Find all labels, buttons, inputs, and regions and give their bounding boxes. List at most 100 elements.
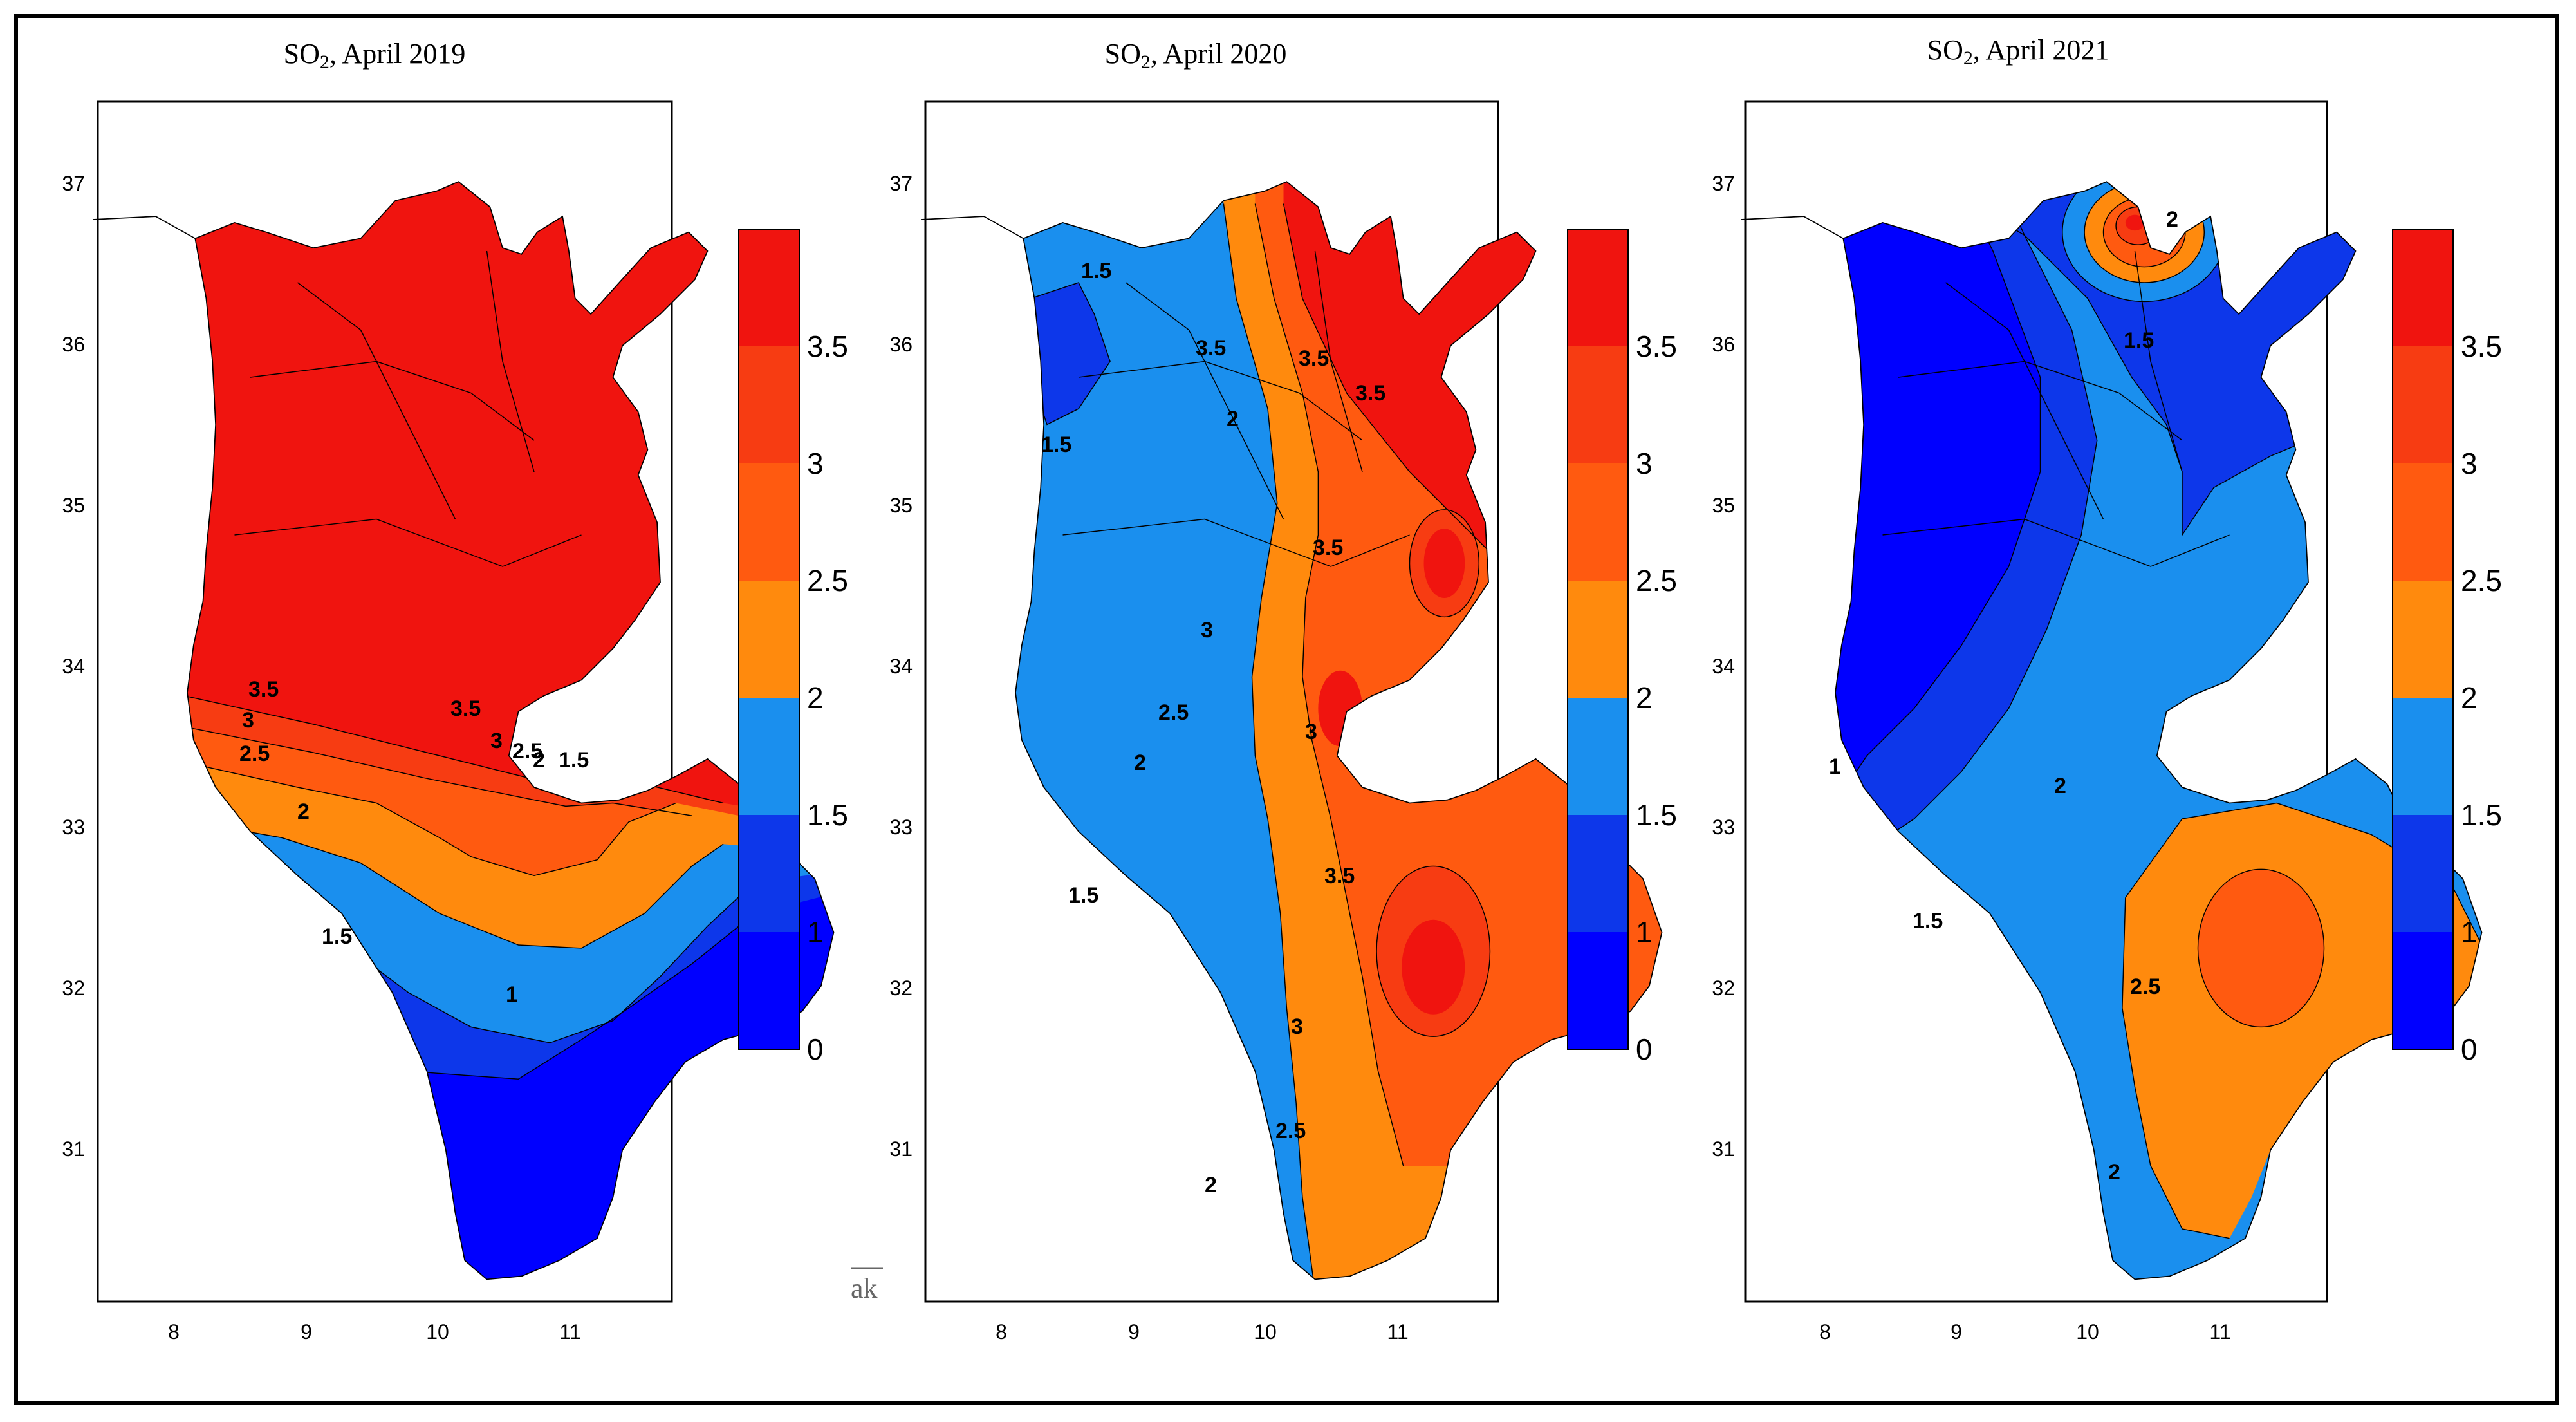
colorbar-label: 0 xyxy=(2461,1033,2478,1066)
colorbar-label: 2.5 xyxy=(1636,564,1677,597)
colorbar-label: 3 xyxy=(1636,447,1653,480)
x-axis-ticks: 8 9 10 11 xyxy=(168,1320,581,1343)
contour-label: 3 xyxy=(1201,618,1213,642)
x-tick-label: 8 xyxy=(996,1320,1007,1343)
contour-label: 3 xyxy=(1305,720,1317,744)
y-axis-ticks: 37 36 35 34 33 32 31 xyxy=(889,172,913,1161)
y-tick-label: 37 xyxy=(1712,172,1735,195)
contour-label: 1.5 xyxy=(1081,259,1111,283)
contour-label: 3.5 xyxy=(1196,336,1226,360)
y-tick-label: 34 xyxy=(889,655,913,678)
x-tick-label: 10 xyxy=(426,1320,449,1343)
contour-label: 1.5 xyxy=(1068,883,1098,908)
y-tick-label: 32 xyxy=(62,977,85,1000)
contour-label: 2.5 xyxy=(2130,975,2160,999)
contour-label: 2 xyxy=(533,748,545,772)
colorbar-2021: 0 1 1.5 2 2.5 3 3.5 xyxy=(2392,229,2502,1066)
y-tick-label: 32 xyxy=(889,977,913,1000)
y-tick-label: 35 xyxy=(1712,494,1735,517)
contour-label: 2 xyxy=(2054,774,2066,798)
x-tick-label: 9 xyxy=(1128,1320,1140,1343)
x-tick-label: 11 xyxy=(1387,1320,1408,1343)
colorbar-label: 3.5 xyxy=(2461,330,2502,363)
y-tick-label: 36 xyxy=(1712,333,1735,356)
x-tick-label: 9 xyxy=(1951,1320,1962,1343)
colorbar-label: 3 xyxy=(2461,447,2478,480)
contour-label: 3 xyxy=(242,708,254,733)
x-tick-label: 11 xyxy=(2209,1320,2230,1343)
contour-label: 2 xyxy=(297,800,310,824)
colorbar-label: 0 xyxy=(807,1033,824,1066)
contour-label: 1.5 xyxy=(322,924,352,949)
x-tick-label: 9 xyxy=(301,1320,312,1343)
y-tick-label: 35 xyxy=(62,494,85,517)
map-plot-frame xyxy=(97,100,673,1303)
contour-label: 3.5 xyxy=(450,697,481,721)
colorbar-2020: 0 1 1.5 2 2.5 3 3.5 xyxy=(1567,229,1677,1066)
colorbar-label: 3 xyxy=(807,447,824,480)
watermark-text: ak xyxy=(851,1273,878,1304)
y-axis-ticks: 37 36 35 34 33 32 31 xyxy=(1712,172,1735,1161)
y-tick-label: 32 xyxy=(1712,977,1735,1000)
colorbar-label: 0 xyxy=(1636,1033,1653,1066)
contour-label: 3.5 xyxy=(1313,536,1343,560)
y-tick-label: 33 xyxy=(1712,816,1735,839)
contour-label: 1.5 xyxy=(559,748,589,772)
contour-label: 2.5 xyxy=(1158,700,1189,725)
x-axis-ticks: 8 9 10 11 xyxy=(996,1320,1409,1343)
y-tick-label: 36 xyxy=(62,333,85,356)
map-plot-frame xyxy=(924,100,1499,1303)
x-tick-label: 10 xyxy=(1254,1320,1277,1343)
contour-label: 3.5 xyxy=(1324,864,1355,888)
map-title: SO2, April 2021 xyxy=(1927,34,2109,69)
map-panel-2020: SO2, April 2020 xyxy=(889,38,1677,1343)
contour-label: 3.5 xyxy=(1299,346,1329,371)
map-plot-frame xyxy=(1744,100,2328,1303)
y-tick-label: 35 xyxy=(889,494,913,517)
y-tick-label: 31 xyxy=(889,1137,913,1161)
x-tick-label: 10 xyxy=(2076,1320,2099,1343)
y-tick-label: 36 xyxy=(889,333,913,356)
contour-label: 2.5 xyxy=(1275,1119,1306,1143)
contour-label: 2.5 xyxy=(239,742,270,766)
map-title: SO2, April 2020 xyxy=(1105,38,1287,73)
contour-label: 2.5 xyxy=(512,739,542,763)
colorbar-label: 3.5 xyxy=(1636,330,1677,363)
contour-label: 1 xyxy=(1829,754,1841,779)
contour-label: 3 xyxy=(1291,1015,1303,1039)
y-tick-label: 34 xyxy=(1712,655,1735,678)
colorbar-label: 2.5 xyxy=(807,564,848,597)
x-tick-label: 8 xyxy=(168,1320,180,1343)
colorbar-label: 3.5 xyxy=(807,330,848,363)
map-panel-2021: SO2, April 2021 xyxy=(1712,34,2502,1343)
y-tick-label: 31 xyxy=(1712,1137,1735,1161)
contour-label: 1.5 xyxy=(2124,328,2154,353)
contour-label: 1 xyxy=(506,982,518,1007)
colorbar-label: 2 xyxy=(2461,681,2478,715)
contour-label: 3.5 xyxy=(1355,381,1385,406)
contour-label: 2 xyxy=(1205,1173,1217,1197)
colorbar-2019: 0 1 1.5 2 2.5 3 3.5 xyxy=(738,229,848,1066)
y-tick-label: 31 xyxy=(62,1137,85,1161)
watermark: ak xyxy=(851,1267,883,1304)
colorbar-label: 1 xyxy=(2461,915,2478,949)
map-title: SO2, April 2019 xyxy=(284,38,466,73)
contour-label: 3.5 xyxy=(248,677,279,702)
colorbar-label: 1 xyxy=(1636,915,1653,949)
contour-label: 2 xyxy=(2108,1160,2120,1184)
y-tick-label: 37 xyxy=(889,172,913,195)
y-axis-ticks: 37 36 35 34 33 32 31 xyxy=(62,172,85,1161)
x-axis-ticks: 8 9 10 11 xyxy=(1819,1320,2231,1343)
y-tick-label: 34 xyxy=(62,655,85,678)
contour-label: 2 xyxy=(2166,207,2178,232)
colorbar-label: 2 xyxy=(1636,681,1653,715)
colorbar-label: 1.5 xyxy=(807,798,848,832)
y-tick-label: 33 xyxy=(62,816,85,839)
contour-label: 2 xyxy=(1134,751,1146,775)
x-tick-label: 8 xyxy=(1819,1320,1831,1343)
contour-label: 2 xyxy=(1227,407,1239,431)
contour-label: 1.5 xyxy=(1913,909,1943,933)
x-tick-label: 11 xyxy=(559,1320,580,1343)
colorbar-label: 2 xyxy=(807,681,824,715)
